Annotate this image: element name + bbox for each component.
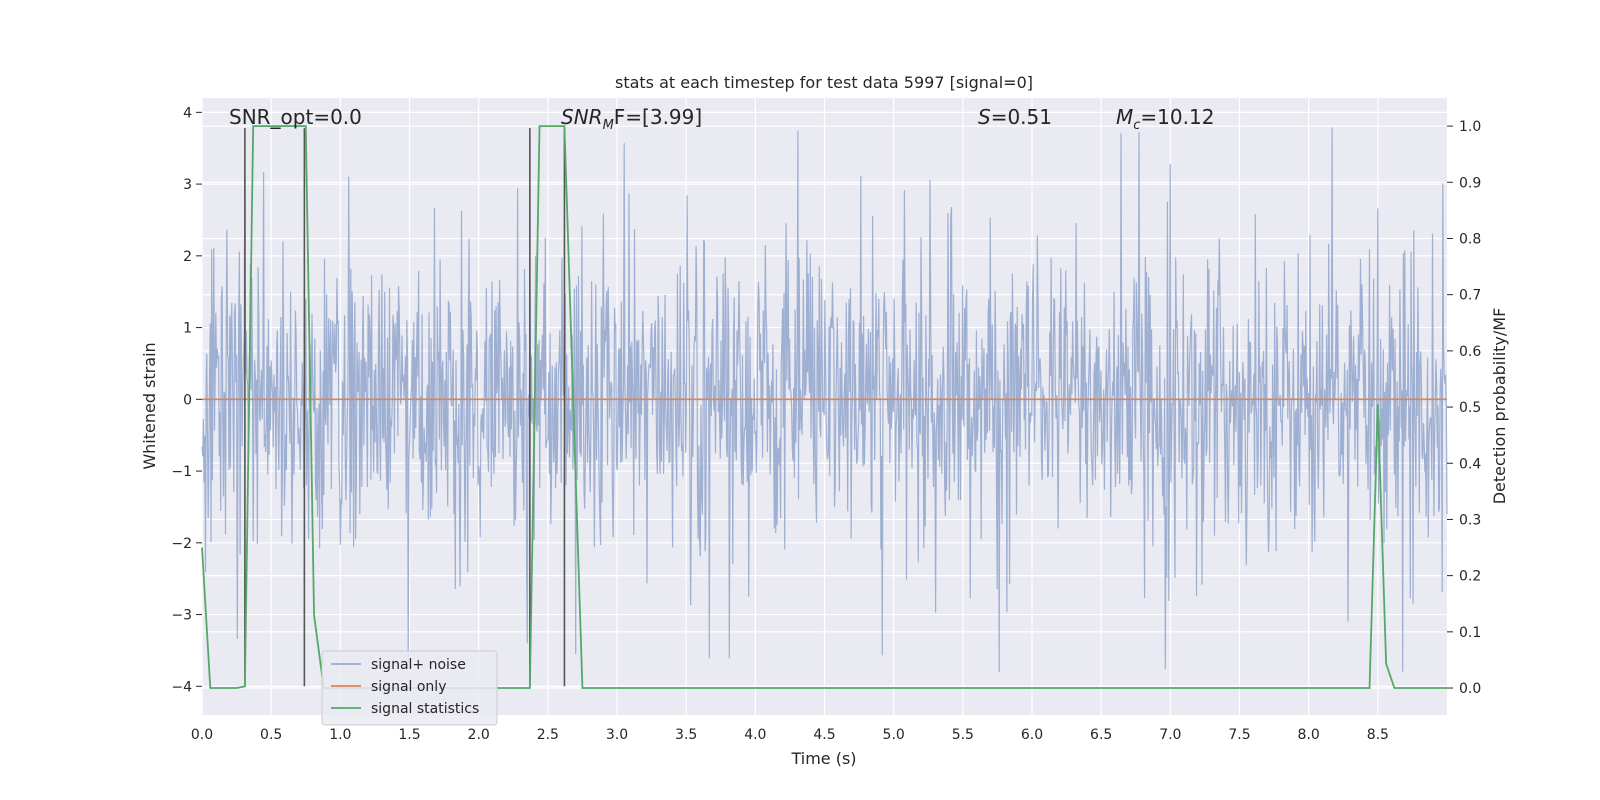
- y-right-tick-label: 0.6: [1459, 344, 1481, 360]
- x-tick-label: 8.5: [1367, 727, 1389, 743]
- y-right-tick-label: 0.4: [1459, 456, 1481, 472]
- series-signal-statistics-line: [201, 125, 1447, 689]
- y-tick-label: 2: [183, 249, 192, 265]
- y-right-tick-label: 0.2: [1459, 569, 1481, 585]
- x-tick-label: 1.5: [398, 727, 420, 743]
- legend-label-signal-statistics: signal statistics: [371, 701, 479, 717]
- y-tick-label: 3: [183, 177, 192, 193]
- y-tick-label: −2: [171, 536, 192, 552]
- series-signal-noise: [201, 127, 1448, 673]
- x-tick-label: 3.5: [675, 727, 697, 743]
- y-tick-label: 0: [183, 392, 192, 408]
- annotation-snr-opt: SNR_opt=0.0: [229, 105, 362, 129]
- x-tick-label: 3.0: [606, 727, 628, 743]
- y-tick-label: 4: [183, 105, 192, 121]
- y-tick-label: 1: [183, 321, 192, 337]
- x-tick-label: 4.5: [813, 727, 835, 743]
- y-axis-label: Whitened strain: [140, 342, 159, 469]
- legend-label-signal-only: signal only: [371, 679, 446, 695]
- x-tick-label: 8.0: [1298, 727, 1320, 743]
- x-tick-label: 5.0: [883, 727, 905, 743]
- y-right-tick-label: 0.5: [1459, 400, 1481, 416]
- x-tick-label: 7.5: [1228, 727, 1250, 743]
- y-right-tick-label: 0.1: [1459, 625, 1481, 641]
- x-tick-label: 5.5: [952, 727, 974, 743]
- x-tick-label: 6.0: [1021, 727, 1043, 743]
- y-right-tick-label: 1.0: [1459, 119, 1481, 135]
- y-right-tick-label: 0.3: [1459, 512, 1481, 528]
- y-right-tick-label: 0.7: [1459, 288, 1481, 304]
- x-axis-label: Time (s): [790, 749, 856, 768]
- x-tick-label: 7.0: [1159, 727, 1181, 743]
- annotation-snr-mf: SNRMF=[3.99]: [561, 105, 702, 133]
- x-tick-label: 4.0: [744, 727, 766, 743]
- y-right-tick-label: 0.0: [1459, 681, 1481, 697]
- y-tick-label: −1: [171, 464, 192, 480]
- y-right-tick-label: 0.8: [1459, 231, 1481, 247]
- legend-box: [321, 650, 498, 726]
- series-lines: [201, 125, 1447, 689]
- axis-ticks: 0.0 0.5 1.0 1.5 2.0 2.5 3.0 3.5 4.0 4.5 5.0 5.5 6.0 6…: [171, 105, 1481, 743]
- x-tick-label: 1.0: [329, 727, 351, 743]
- x-tick-label: 2.0: [468, 727, 490, 743]
- annotation-s: S=0.51: [978, 105, 1052, 129]
- x-tick-label: 0.0: [191, 727, 213, 743]
- y-tick-label: −4: [171, 679, 192, 695]
- x-tick-label: 0.5: [260, 727, 282, 743]
- x-tick-label: 2.5: [537, 727, 559, 743]
- annotation-mc: Mc=10.12: [1116, 105, 1214, 133]
- y-right-tick-label: 0.9: [1459, 175, 1481, 191]
- y-axis-right-label: Detection probability/MF: [1490, 308, 1509, 505]
- legend-label-signal-noise: signal+ noise: [371, 657, 466, 673]
- legend: signal+ noise signal only signal statist…: [321, 650, 498, 726]
- x-tick-label: 6.5: [1090, 727, 1112, 743]
- y-tick-label: −3: [171, 608, 192, 624]
- chart-title: stats at each timestep for test data 599…: [615, 73, 1033, 92]
- series-signal-noise-line: [201, 127, 1448, 673]
